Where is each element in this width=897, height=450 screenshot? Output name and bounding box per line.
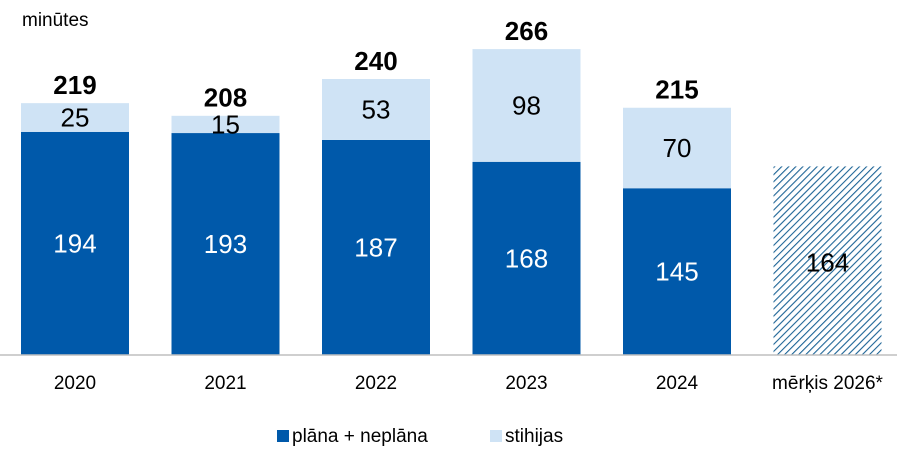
bar-segment (623, 107, 731, 189)
target-label: 164 (806, 248, 849, 278)
total-label: 208 (204, 83, 247, 113)
value-label: 15 (211, 109, 240, 139)
bar-segment (171, 115, 280, 134)
total-label: 240 (354, 46, 397, 76)
legend-swatch (277, 430, 289, 442)
value-label: 194 (53, 228, 96, 258)
bar-segment (322, 79, 430, 140)
value-label: 145 (655, 257, 698, 287)
bar-segment (623, 188, 731, 355)
x-tick-label: 2024 (656, 373, 699, 394)
bar-segment (21, 103, 129, 132)
value-label: 187 (354, 232, 397, 262)
value-label: 53 (362, 94, 391, 124)
bar-segment (472, 49, 581, 162)
total-label: 215 (655, 75, 698, 105)
value-label: 25 (61, 102, 90, 132)
x-tick-label: mērķis 2026* (772, 373, 883, 394)
value-label: 98 (512, 90, 541, 120)
x-tick-label: 2020 (54, 373, 96, 394)
x-tick-label: 2023 (505, 373, 547, 394)
total-label: 266 (505, 16, 548, 46)
bar-segment (171, 133, 280, 355)
value-label: 193 (204, 229, 247, 259)
legend-label: stihijas (505, 426, 563, 447)
bar-segment (322, 139, 430, 355)
value-label: 70 (663, 133, 692, 163)
x-tick-label: 2021 (204, 373, 246, 394)
bar-segment (21, 131, 129, 355)
total-label: 219 (53, 70, 96, 100)
legend-swatch (490, 430, 502, 442)
y-label: minūtes (22, 10, 89, 31)
target-bar (773, 166, 882, 355)
legend-label: plāna + neplāna (292, 426, 428, 447)
x-tick-label: 2022 (355, 373, 397, 394)
value-label: 168 (505, 243, 548, 273)
bar-segment (472, 161, 581, 355)
